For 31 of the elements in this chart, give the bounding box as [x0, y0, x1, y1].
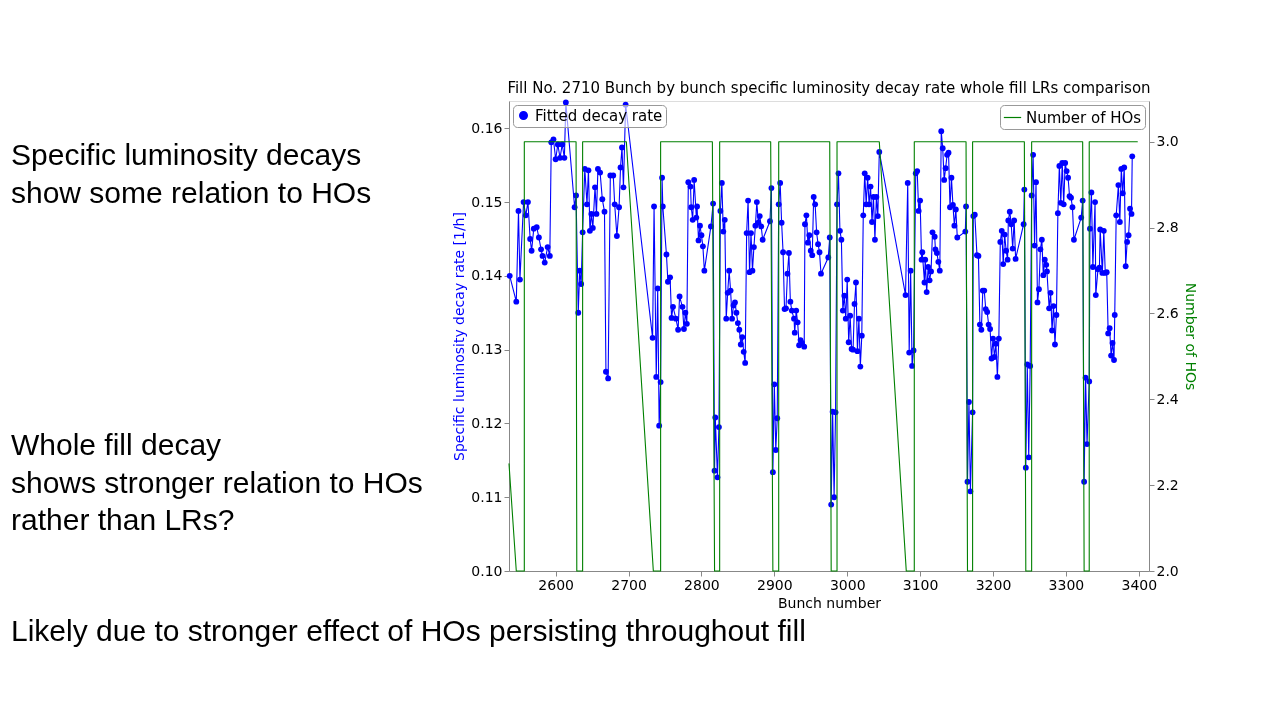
y-tick-label: 0.14 [471, 267, 503, 284]
x-tick-label: 2600 [538, 576, 574, 593]
y-tick-label: 0.12 [471, 414, 503, 431]
y-tick-label: 0.11 [471, 488, 503, 505]
y-tick-label: 0.16 [471, 119, 503, 136]
x-tick-label: 2900 [757, 576, 793, 593]
x-tick-label: 3100 [902, 576, 939, 593]
legend-label: Number of HOs [1026, 108, 1142, 127]
y2-tick-label: 2.8 [1156, 219, 1179, 236]
y2-tick-label: 3.0 [1156, 133, 1179, 150]
x-axis-title: Bunch number [777, 594, 882, 611]
y-tick-label: 0.15 [471, 193, 503, 210]
x-tick-label: 3000 [829, 576, 866, 593]
y-axis-title: Specific luminosity decay rate [1/h] [451, 212, 468, 461]
x-tick-label: 2800 [684, 576, 720, 593]
y2-axis-title: Number of HOs [1182, 282, 1199, 391]
y2-tick-label: 2.0 [1156, 562, 1179, 579]
text: Whole fill decay shows stronger relation to HOs rather than LRs? [11, 428, 423, 536]
y-tick-label: 0.13 [471, 341, 503, 358]
x-tick-label: 3200 [975, 576, 1012, 593]
text: Likely due to stronger effect of HOs persisting throughout fill [11, 614, 806, 647]
chart-title: Fill No. 2710 Bunch by bunch specific luminosity decay rate whole fill LRs comparison [507, 78, 1151, 97]
y-tick-label: 0.10 [471, 562, 503, 579]
text: Specific luminosity decays show some relation to HOs [11, 138, 372, 209]
y2-tick-label: 2.4 [1156, 390, 1179, 407]
y2-tick-label: 2.6 [1156, 304, 1179, 321]
legend-label: Fitted decay rate [535, 106, 663, 125]
x-tick-label: 3300 [1048, 576, 1085, 593]
y2-tick-label: 2.2 [1156, 476, 1179, 493]
x-tick-label: 2700 [611, 576, 647, 593]
x-tick-label: 3400 [1121, 576, 1158, 593]
